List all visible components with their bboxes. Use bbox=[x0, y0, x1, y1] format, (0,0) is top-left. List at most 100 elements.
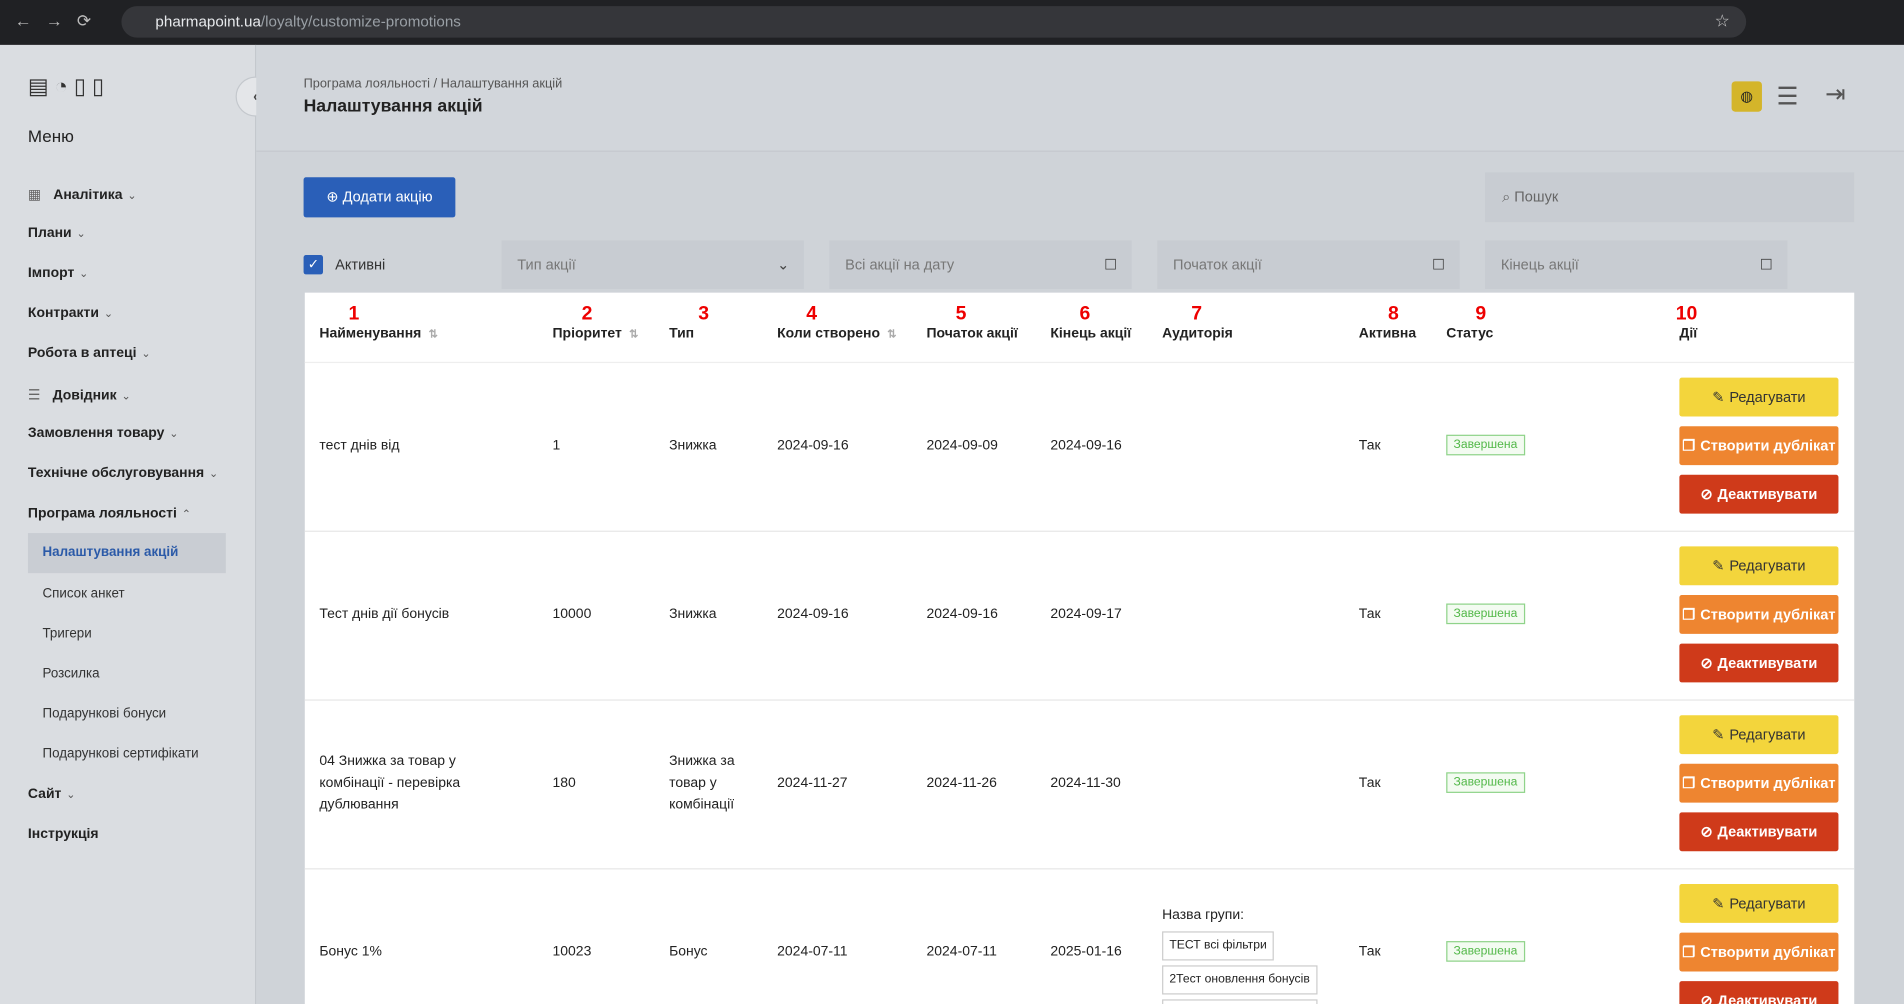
column-label: Пріоритет bbox=[552, 326, 622, 342]
column-label: Кінець акції bbox=[1050, 326, 1132, 342]
button-label: Створити дублікат bbox=[1700, 605, 1836, 623]
button-label: Редагувати bbox=[1729, 388, 1806, 406]
menu-item[interactable]: Плани ⌄ bbox=[28, 226, 86, 241]
language-button[interactable]: ◍ bbox=[1731, 81, 1762, 112]
row-divider bbox=[304, 868, 1855, 870]
button-label: Редагувати bbox=[1729, 557, 1806, 575]
cell-type: Знижка bbox=[669, 607, 717, 622]
button-icon: ❐ bbox=[1682, 437, 1696, 455]
cell-created: 2024-09-16 bbox=[777, 607, 849, 622]
column-header[interactable]: Найменування ⇅ bbox=[319, 327, 437, 342]
button-icon: ✎ bbox=[1712, 726, 1725, 744]
cell-start: 2024-11-26 bbox=[926, 775, 997, 791]
deactivate-button[interactable]: ⊘ Деактивувати bbox=[1679, 981, 1839, 1004]
menu-label: Імпорт bbox=[27, 265, 75, 281]
menu-icon: ☰ bbox=[27, 388, 41, 404]
column-header: Початок акції bbox=[927, 327, 1018, 342]
button-icon: ✎ bbox=[1712, 894, 1725, 912]
menu-item[interactable]: Імпорт ⌄ bbox=[28, 266, 88, 281]
menu-item[interactable]: Технічне обслуговування ⌄ bbox=[28, 466, 218, 481]
cell-end: 2024-09-16 bbox=[1050, 438, 1122, 453]
filter-placeholder: Всі акції на дату bbox=[845, 256, 955, 274]
column-header[interactable]: Коли створено ⇅ bbox=[777, 327, 896, 342]
annotation: 6 bbox=[1079, 303, 1091, 325]
edit-button[interactable]: ✎ Редагувати bbox=[1679, 715, 1839, 755]
edit-button[interactable]: ✎ Редагувати bbox=[1679, 546, 1839, 586]
button-label: Створити дублікат bbox=[1700, 774, 1836, 792]
filter-placeholder: Початок акції bbox=[1173, 256, 1262, 274]
cell-priority: 10000 bbox=[552, 607, 592, 622]
status-badge: Завершена bbox=[1446, 603, 1525, 625]
submenu-item[interactable]: Подарункові сертифікати bbox=[42, 746, 199, 762]
button-label: Створити дублікат bbox=[1700, 943, 1836, 961]
edit-button[interactable]: ✎ Редагувати bbox=[1679, 884, 1839, 923]
column-label: Аудиторія bbox=[1162, 326, 1233, 342]
submenu-item[interactable]: Налаштування акцій bbox=[27, 533, 226, 574]
filter-icon: ☐ bbox=[1104, 256, 1118, 274]
menu-item[interactable]: Сайт ⌄ bbox=[28, 787, 75, 802]
column-label: Статус bbox=[1446, 326, 1494, 342]
logout-button[interactable]: ⇥ bbox=[1825, 81, 1846, 109]
cell-end: 2025-01-16 bbox=[1050, 944, 1122, 960]
filter-date[interactable]: Кінець акції ☐ bbox=[1485, 240, 1788, 290]
column-label: Коли створено bbox=[777, 326, 881, 342]
duplicate-button[interactable]: ❐ Створити дублікат bbox=[1679, 426, 1839, 466]
address-bar[interactable]: pharmapoint.ua/loyalty/customize-promoti… bbox=[121, 6, 1747, 38]
chevron: ⌄ bbox=[66, 788, 76, 801]
sort-icon: ⇅ bbox=[629, 327, 639, 341]
cell-end: 2024-11-30 bbox=[1050, 775, 1121, 791]
duplicate-button[interactable]: ❐ Створити дублікат bbox=[1679, 763, 1839, 803]
column-label: Найменування bbox=[319, 326, 422, 342]
cell-name: Тест днів дії бонусів bbox=[319, 607, 450, 622]
table bbox=[304, 292, 1855, 1004]
menu-item[interactable]: Замовлення товару ⌄ bbox=[28, 426, 178, 441]
nav-buttons[interactable]: ← → ⟳ bbox=[14, 10, 92, 31]
duplicate-button[interactable]: ❐ Створити дублікат bbox=[1679, 595, 1839, 634]
duplicate-button[interactable]: ❐ Створити дублікат bbox=[1679, 932, 1839, 972]
menu-item[interactable]: Програма лояльності ⌃ bbox=[28, 506, 191, 521]
cell-created: 2024-07-11 bbox=[777, 944, 848, 960]
browser-actions[interactable]: ☆ bbox=[1714, 10, 1730, 31]
sidebar-icons[interactable]: ▤◔▯▯ bbox=[27, 74, 111, 99]
cell-active: Так bbox=[1358, 775, 1381, 791]
column-label: Дії bbox=[1679, 326, 1698, 342]
submenu-item[interactable]: Список анкет bbox=[42, 586, 125, 602]
menu-label: Довідник bbox=[52, 388, 117, 404]
menu-item[interactable]: ☰ Довідник ⌄ bbox=[27, 386, 131, 404]
status-badge: Завершена bbox=[1446, 772, 1525, 793]
audience-tag: 1Тест оновлення бонусів bbox=[1162, 999, 1318, 1004]
status-badge: Завершена bbox=[1446, 434, 1525, 456]
active-checkbox[interactable]: ✓ bbox=[303, 255, 324, 275]
button-label: Деактивувати bbox=[1717, 823, 1818, 841]
filter-date[interactable]: Всі акції на дату ☐ bbox=[829, 240, 1132, 290]
menu-icon: ▦ bbox=[27, 188, 42, 203]
deactivate-button[interactable]: ⊘ Деактивувати bbox=[1679, 474, 1839, 514]
menu-item[interactable]: Контракти ⌄ bbox=[28, 306, 113, 321]
chevron: ⌄ bbox=[169, 427, 179, 440]
column-header: Статус bbox=[1446, 327, 1493, 342]
chevron: ⌄ bbox=[121, 389, 131, 402]
filter-icon: ⌄ bbox=[777, 256, 790, 274]
menu-item[interactable]: Робота в аптеці ⌄ bbox=[28, 346, 151, 361]
menu-item[interactable]: ▦ Аналітика ⌄ bbox=[28, 186, 137, 203]
column-label: Тип bbox=[669, 326, 695, 342]
menu-button[interactable]: ☰ bbox=[1776, 83, 1799, 111]
button-icon: ❐ bbox=[1682, 605, 1696, 623]
search-input[interactable]: ⌕ Пошук bbox=[1485, 172, 1855, 223]
deactivate-button[interactable]: ⊘ Деактивувати bbox=[1679, 643, 1839, 683]
deactivate-button[interactable]: ⊘ Деактивувати bbox=[1679, 812, 1839, 852]
add-button[interactable]: ⊕ Додати акцію bbox=[303, 177, 456, 218]
submenu-item[interactable]: Тригери bbox=[42, 626, 92, 642]
submenu-item[interactable]: Подарункові бонуси bbox=[42, 706, 167, 722]
button-icon: ⊘ bbox=[1700, 485, 1713, 503]
column-header[interactable]: Пріоритет ⇅ bbox=[553, 327, 639, 342]
column-header: Дії bbox=[1679, 327, 1697, 342]
filter-select[interactable]: Тип акції ⌄ bbox=[501, 240, 804, 290]
filter-date[interactable]: Початок акції ☐ bbox=[1157, 240, 1460, 290]
cell-created: 2024-09-16 bbox=[777, 438, 849, 453]
menu-label: Плани bbox=[27, 225, 72, 241]
menu-item[interactable]: Інструкція bbox=[28, 827, 99, 842]
submenu-item[interactable]: Розсилка bbox=[42, 666, 100, 682]
menu-label: Аналітика bbox=[53, 188, 123, 203]
edit-button[interactable]: ✎ Редагувати bbox=[1679, 377, 1839, 417]
